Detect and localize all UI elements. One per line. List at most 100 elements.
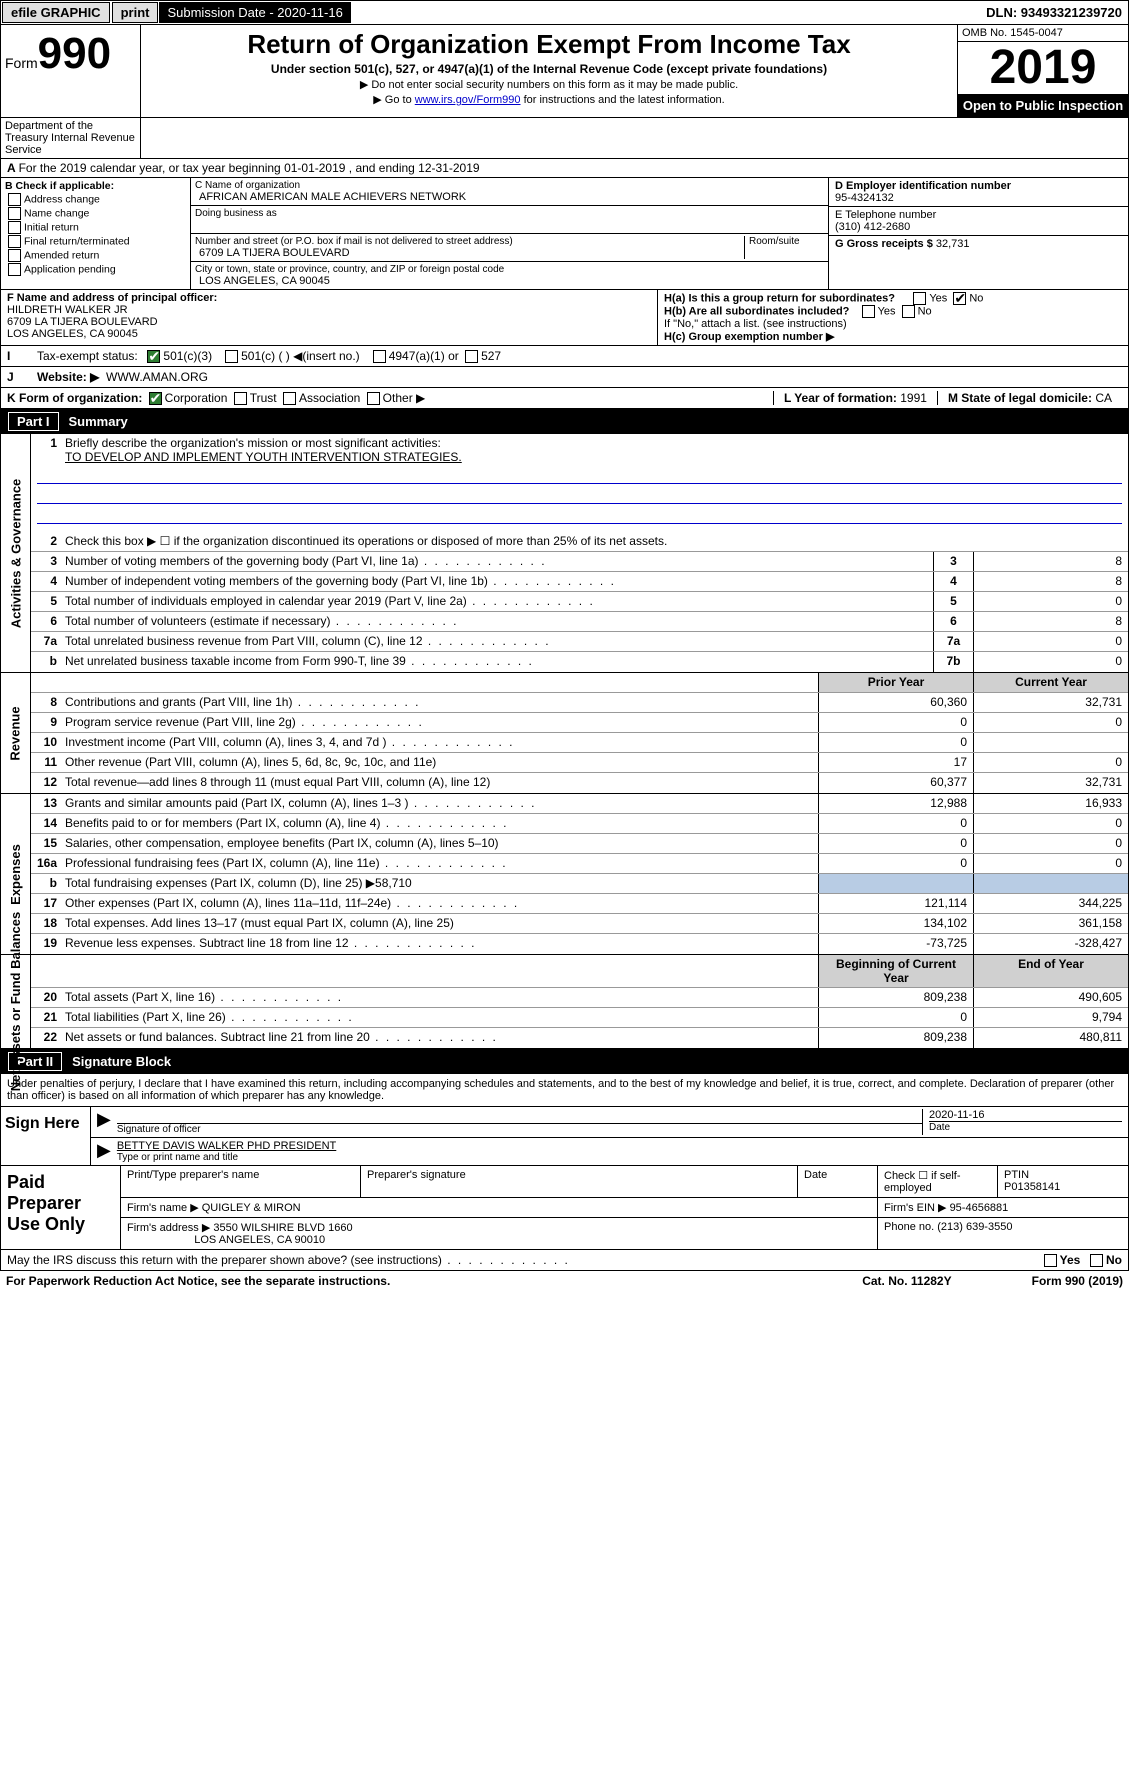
form-title: Return of Organization Exempt From Incom… bbox=[145, 29, 953, 60]
l11-c: 0 bbox=[973, 753, 1128, 772]
cat-no: Cat. No. 11282Y bbox=[862, 1274, 951, 1288]
chk-app-pending[interactable]: Application pending bbox=[5, 263, 186, 276]
sign-here-block: Sign Here ▶ Signature of officer 2020-11… bbox=[0, 1107, 1129, 1166]
arrow-icon: ▶ bbox=[97, 1109, 111, 1135]
l7a-text: Total unrelated business revenue from Pa… bbox=[61, 632, 933, 651]
chk-501c3[interactable] bbox=[147, 350, 160, 363]
bottom-row: For Paperwork Reduction Act Notice, see … bbox=[0, 1271, 1129, 1291]
sig-name-label: Type or print name and title bbox=[117, 1152, 1122, 1163]
sig-date-label: Date bbox=[929, 1121, 1122, 1133]
chk-assoc[interactable] bbox=[283, 392, 296, 405]
a-text: For the 2019 calendar year, or tax year … bbox=[19, 161, 480, 175]
l13: Grants and similar amounts paid (Part IX… bbox=[61, 794, 818, 813]
chk-amended[interactable]: Amended return bbox=[5, 249, 186, 262]
discuss-row: May the IRS discuss this return with the… bbox=[0, 1250, 1129, 1271]
l19-p: -73,725 bbox=[818, 934, 973, 954]
l13-p: 12,988 bbox=[818, 794, 973, 813]
efile-button[interactable]: efile GRAPHIC bbox=[2, 2, 110, 23]
l7b-text: Net unrelated business taxable income fr… bbox=[61, 652, 933, 672]
irs-link[interactable]: www.irs.gov/Form990 bbox=[415, 94, 521, 106]
city-label: City or town, state or province, country… bbox=[195, 264, 824, 275]
chk-501c[interactable] bbox=[225, 350, 238, 363]
chk-527[interactable] bbox=[465, 350, 478, 363]
firm-addr-label: Firm's address ▶ bbox=[127, 1222, 210, 1234]
l9: Program service revenue (Part VIII, line… bbox=[61, 713, 818, 732]
l20-e: 490,605 bbox=[973, 988, 1128, 1007]
l14-c: 0 bbox=[973, 814, 1128, 833]
l18-c: 361,158 bbox=[973, 914, 1128, 933]
chk-4947[interactable] bbox=[373, 350, 386, 363]
year-formation: 1991 bbox=[900, 391, 927, 405]
l16b-c bbox=[973, 874, 1128, 893]
form-subtitle: Under section 501(c), 527, or 4947(a)(1)… bbox=[145, 62, 953, 76]
chk-trust[interactable] bbox=[234, 392, 247, 405]
l11: Other revenue (Part VIII, column (A), li… bbox=[61, 753, 818, 772]
l3-text: Number of voting members of the governin… bbox=[61, 552, 933, 571]
chk-initial[interactable]: Initial return bbox=[5, 221, 186, 234]
chk-name[interactable]: Name change bbox=[5, 207, 186, 220]
l22-b: 809,238 bbox=[818, 1028, 973, 1048]
l16a-c: 0 bbox=[973, 854, 1128, 873]
firm-name-label: Firm's name ▶ bbox=[127, 1202, 199, 1214]
l15-c: 0 bbox=[973, 834, 1128, 853]
l12-p: 60,377 bbox=[818, 773, 973, 793]
l10: Investment income (Part VIII, column (A)… bbox=[61, 733, 818, 752]
b-label: B Check if applicable: bbox=[5, 180, 186, 192]
l8-p: 60,360 bbox=[818, 693, 973, 712]
note-link: ▶ Go to www.irs.gov/Form990 for instruct… bbox=[145, 93, 953, 106]
activities-governance: Activities & Governance 1 Briefly descri… bbox=[0, 434, 1129, 673]
l10-c bbox=[973, 733, 1128, 752]
chk-no[interactable] bbox=[1090, 1254, 1103, 1267]
pra-notice: For Paperwork Reduction Act Notice, see … bbox=[6, 1274, 390, 1288]
hb-label: H(b) Are all subordinates included? bbox=[664, 305, 849, 317]
prep-h4: Check ☐ if self-employed bbox=[878, 1166, 998, 1197]
l17-p: 121,114 bbox=[818, 894, 973, 913]
org-street: 6709 LA TIJERA BOULEVARD bbox=[199, 247, 744, 259]
chk-yes[interactable] bbox=[1044, 1254, 1057, 1267]
part1-title: Summary bbox=[69, 414, 128, 429]
print-button[interactable]: print bbox=[112, 2, 159, 23]
l16a-p: 0 bbox=[818, 854, 973, 873]
part2-header: Part II Signature Block bbox=[0, 1049, 1129, 1074]
k-label: K Form of organization: bbox=[7, 391, 142, 405]
prep-h2: Preparer's signature bbox=[361, 1166, 798, 1197]
hdr-prior: Prior Year bbox=[818, 673, 973, 692]
officer-addr1: 6709 LA TIJERA BOULEVARD bbox=[7, 316, 158, 328]
omb-number: OMB No. 1545-0047 bbox=[958, 25, 1128, 42]
l4-text: Number of independent voting members of … bbox=[61, 572, 933, 591]
i-label: Tax-exempt status: bbox=[37, 349, 138, 363]
l5-val: 0 bbox=[973, 592, 1128, 611]
form-prefix: Form bbox=[5, 55, 38, 71]
firm-ein-label: Firm's EIN ▶ bbox=[884, 1202, 947, 1214]
firm-name: QUIGLEY & MIRON bbox=[202, 1202, 301, 1214]
org-city: LOS ANGELES, CA 90045 bbox=[199, 275, 824, 287]
l20-b: 809,238 bbox=[818, 988, 973, 1007]
chk-address[interactable]: Address change bbox=[5, 193, 186, 206]
chk-final[interactable]: Final return/terminated bbox=[5, 235, 186, 248]
part1-num: Part I bbox=[8, 412, 59, 431]
prep-h1: Print/Type preparer's name bbox=[121, 1166, 361, 1197]
j-label: Website: ▶ bbox=[37, 370, 99, 384]
room-label: Room/suite bbox=[749, 236, 824, 247]
officer-name: HILDRETH WALKER JR bbox=[7, 304, 128, 316]
sig-name: BETTYE DAVIS WALKER PHD PRESIDENT bbox=[117, 1140, 1122, 1152]
title-box: Return of Organization Exempt From Incom… bbox=[141, 25, 958, 117]
l16b: Total fundraising expenses (Part IX, col… bbox=[61, 874, 818, 893]
sig-officer-label: Signature of officer bbox=[117, 1123, 922, 1135]
l13-c: 16,933 bbox=[973, 794, 1128, 813]
mission-text: TO DEVELOP AND IMPLEMENT YOUTH INTERVENT… bbox=[65, 450, 462, 464]
year-box: OMB No. 1545-0047 2019 Open to Public In… bbox=[958, 25, 1128, 117]
hdr-current: Current Year bbox=[973, 673, 1128, 692]
hdr-end: End of Year bbox=[973, 955, 1128, 987]
l19: Revenue less expenses. Subtract line 18 … bbox=[61, 934, 818, 954]
arrow-icon: ▶ bbox=[97, 1140, 111, 1163]
chk-other[interactable] bbox=[367, 392, 380, 405]
l14-p: 0 bbox=[818, 814, 973, 833]
chk-corp[interactable] bbox=[149, 392, 162, 405]
firm-phone-label: Phone no. bbox=[884, 1221, 934, 1233]
ha-label: H(a) Is this a group return for subordin… bbox=[664, 292, 895, 304]
l6-text: Total number of volunteers (estimate if … bbox=[61, 612, 933, 631]
l8: Contributions and grants (Part VIII, lin… bbox=[61, 693, 818, 712]
side-ag: Activities & Governance bbox=[1, 434, 31, 672]
l17-c: 344,225 bbox=[973, 894, 1128, 913]
